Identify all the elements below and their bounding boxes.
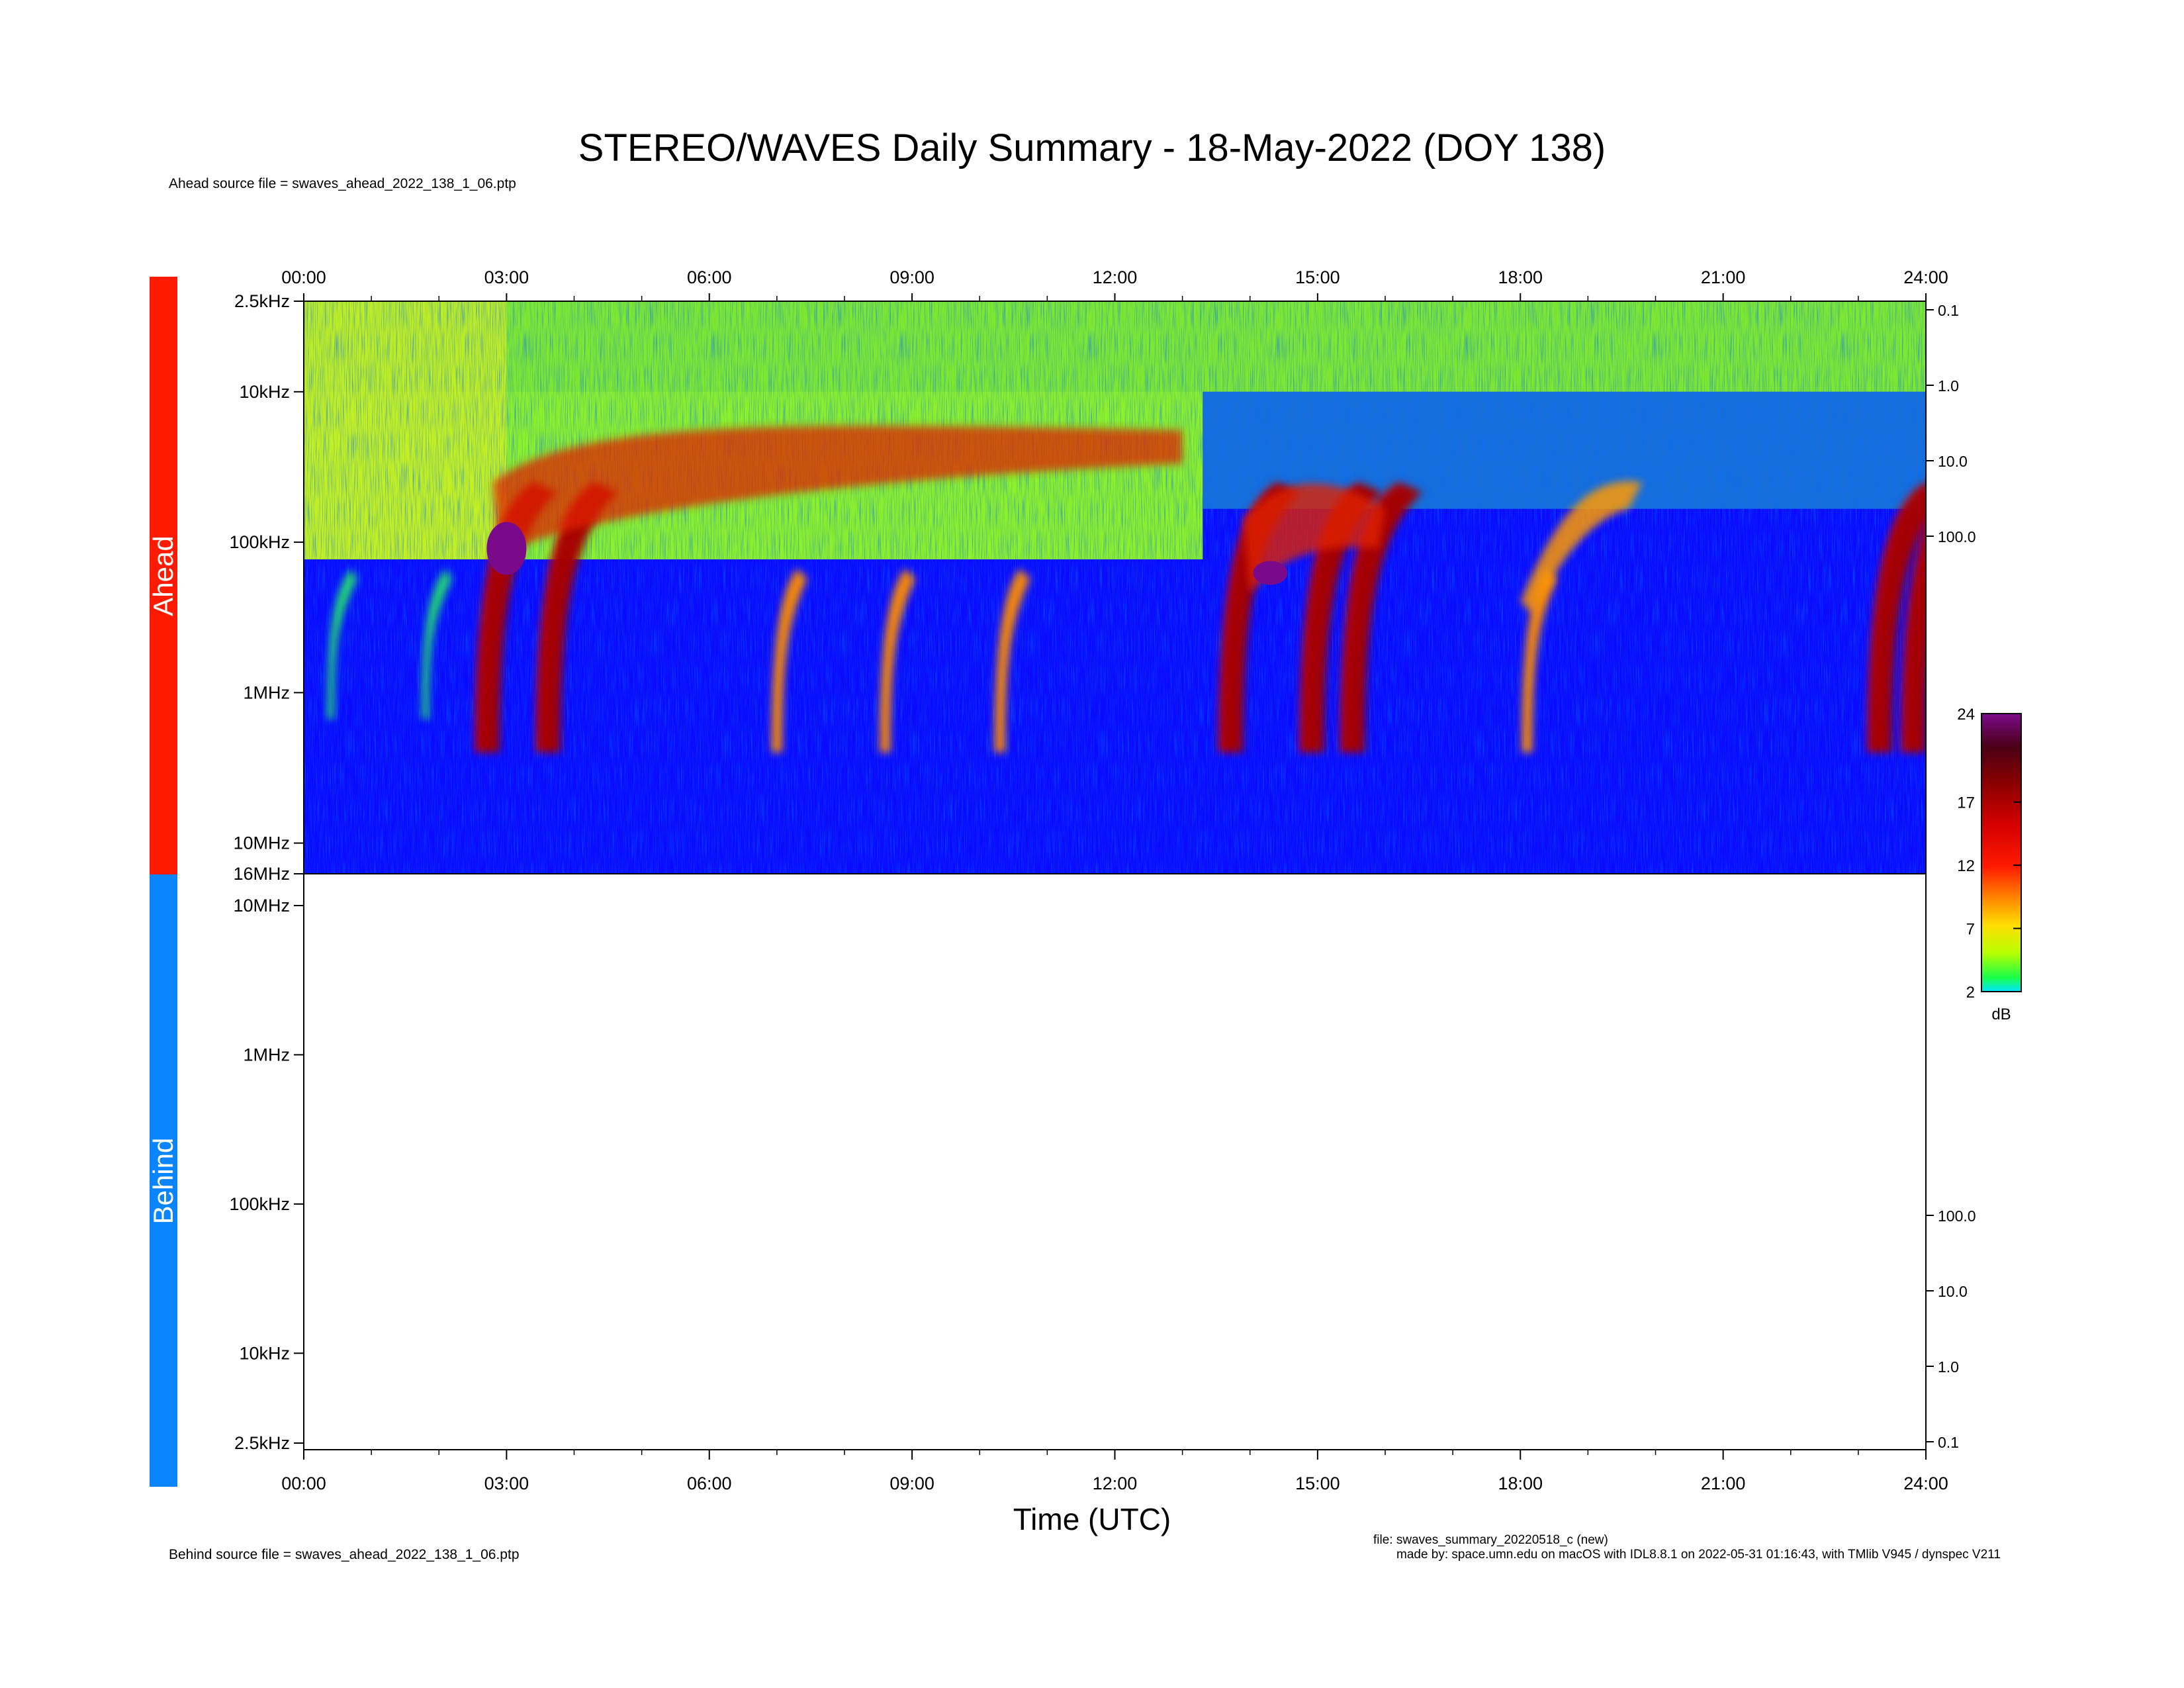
ahead-y-tick-2: 100kHz [229, 532, 290, 552]
burst-tail-3 [1520, 481, 1643, 614]
x-tick-bottom-3: 09:00 [889, 1474, 934, 1493]
colorbar-tick-3: 7 [1966, 921, 1975, 939]
ahead-right-tick-3: 100.0 [1938, 528, 1976, 545]
x-tick-top-6: 18:00 [1498, 267, 1543, 287]
behind-right-tick-3: 0.1 [1938, 1434, 1959, 1451]
colorbar: 24 17 12 7 2 dB [1957, 706, 2022, 1023]
noise-grain [304, 301, 1926, 874]
ahead-right-tick-0: 0.1 [1938, 302, 1959, 319]
x-tick-bottom-5: 15:00 [1295, 1474, 1340, 1493]
x-tick-top-1: 03:00 [484, 267, 529, 287]
burst-core-11 [1870, 484, 1926, 753]
burst-5 [880, 569, 916, 753]
colorbar-tick-1: 17 [1957, 794, 1975, 812]
x-tick-top-4: 12:00 [1093, 267, 1138, 287]
burst-6 [994, 569, 1030, 753]
x-tick-top-2: 06:00 [687, 267, 732, 287]
x-tick-bottom-6: 18:00 [1498, 1474, 1543, 1493]
colorbar-tick-2: 12 [1957, 857, 1975, 875]
burst-0 [327, 569, 357, 720]
behind-y-tick-2: 100kHz [229, 1194, 290, 1214]
x-tick-bottom-1: 03:00 [484, 1474, 529, 1493]
colorbar-tick-4: 2 [1966, 984, 1975, 1002]
x-tick-bottom-0: 00:00 [281, 1474, 326, 1493]
burst-peak-2 [1253, 561, 1288, 585]
x-tick-top-0: 00:00 [281, 267, 326, 287]
spectrogram-clip [304, 301, 1926, 874]
behind-y-tick-3: 10kHz [239, 1343, 290, 1363]
burst-core-12 [1904, 536, 1926, 753]
ahead-y-tick-0: 2.5kHz [234, 291, 290, 311]
ahead-source-label: Ahead source file = swaves_ahead_2022_13… [169, 176, 516, 191]
ahead-right-tick-1: 1.0 [1938, 377, 1959, 395]
burst-core-3 [539, 482, 619, 753]
behind-y-tick-4: 2.5kHz [234, 1433, 290, 1453]
behind-y-tick-0: 10MHz [233, 896, 290, 915]
footer-made-by: made by: space.umn.edu on macOS with IDL… [1396, 1548, 2001, 1562]
ahead-y-tick-3: 1MHz [243, 682, 290, 702]
behind-panel-bar: Behind [148, 874, 179, 1487]
burst-4 [771, 569, 807, 753]
colorbar-tick-0: 24 [1957, 706, 1975, 724]
x-tick-top-3: 09:00 [889, 267, 934, 287]
colorbar-gradient [1981, 713, 2022, 992]
burst-tail-1 [492, 426, 1183, 555]
ahead-panel-bar: Ahead [148, 277, 179, 874]
footer-file: file: swaves_summary_20220518_c (new) [1373, 1533, 1608, 1547]
x-tick-bottom-2: 06:00 [687, 1474, 732, 1493]
bursts-layer [327, 482, 1926, 753]
axes-layer: 00:00 00:00 03:00 03:00 06:00 06:00 09:00 09:00… [229, 267, 1976, 1493]
page-title: STEREO/WAVES Daily Summary - 18-May-2022… [578, 126, 1606, 169]
burst-peak-1 [486, 522, 527, 575]
ahead-spectrogram [303, 301, 1927, 874]
x-tick-bottom-7: 21:00 [1701, 1474, 1746, 1493]
x-tick-bottom-8: 24:00 [1903, 1474, 1948, 1493]
x-tick-bottom-4: 12:00 [1093, 1474, 1138, 1493]
colorbar-unit: dB [1991, 1006, 2011, 1023]
behind-frame [303, 873, 1927, 1450]
burst-core-9 [1343, 482, 1424, 753]
behind-right-tick-2: 1.0 [1938, 1358, 1959, 1376]
behind-right-tick-0: 100.0 [1938, 1207, 1976, 1225]
behind-source-label: Behind source file = swaves_ahead_2022_1… [169, 1547, 520, 1562]
burst-10 [1522, 569, 1558, 753]
burst-core-7 [1222, 482, 1302, 753]
x-tick-top-5: 15:00 [1295, 267, 1340, 287]
x-tick-top-8: 24:00 [1903, 267, 1948, 287]
behind-right-tick-1: 10.0 [1938, 1283, 1968, 1300]
x-axis-label: Time (UTC) [1013, 1502, 1171, 1536]
behind-y-tick-1: 1MHz [243, 1045, 290, 1064]
ahead-y-tick-1: 10kHz [239, 382, 290, 402]
ahead-right-tick-2: 10.0 [1938, 453, 1968, 470]
x-tick-top-7: 21:00 [1701, 267, 1746, 287]
ahead-y-tick-5: 16MHz [233, 864, 290, 884]
burst-1 [422, 569, 452, 720]
ahead-y-tick-4: 10MHz [233, 833, 290, 853]
